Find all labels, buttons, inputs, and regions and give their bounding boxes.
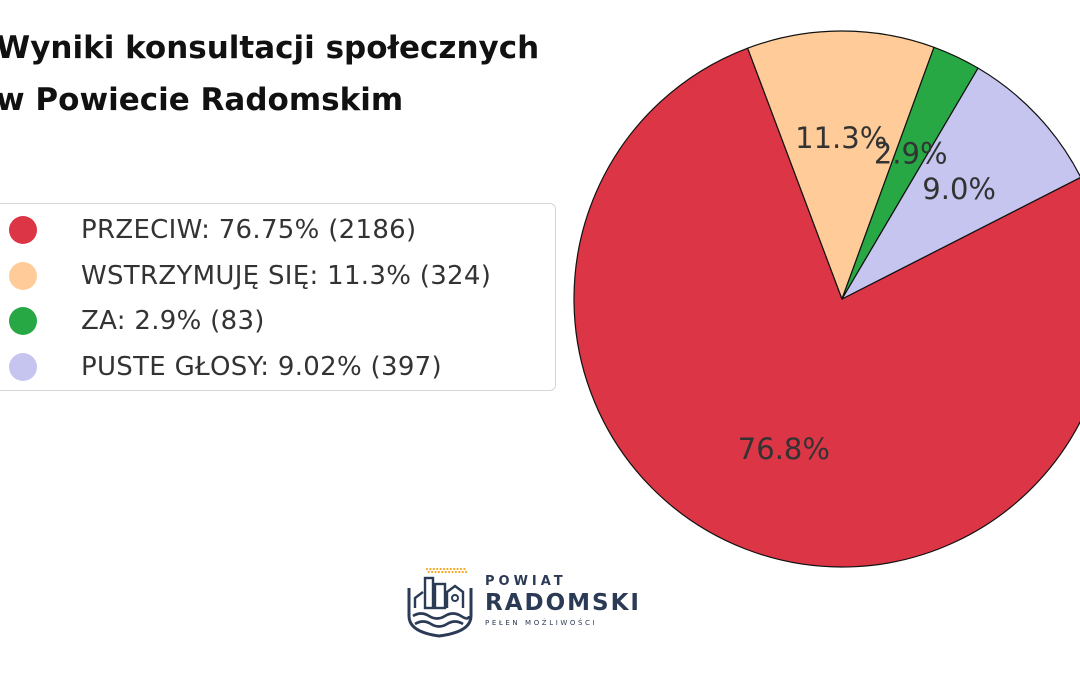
legend-item-wstrzymuje: WSTRZYMUJĘ SIĘ: 11.3% (324) [0, 253, 491, 299]
chart-title: Wyniki konsultacji społecznych w Powieci… [0, 22, 539, 126]
logo-radomski: RADOMSKI [485, 590, 641, 616]
pie-label-0: 76.8% [738, 432, 830, 466]
legend-label-przeciw: PRZECIW: 76.75% (2186) [81, 215, 417, 245]
chart-title-line-1: Wyniki konsultacji społecznych [0, 30, 540, 66]
pie-label-3: 9.0% [922, 172, 996, 206]
pie-slice-0 [573, 47, 1080, 568]
pie-labels: 76.8% 11.3%2.9%9.0% [738, 121, 996, 466]
pie-slice-3 [841, 67, 1080, 300]
legend-label-puste: PUSTE GŁOSY: 9.02% (397) [81, 352, 442, 382]
pie-label-1: 11.3% [795, 121, 887, 155]
legend-swatch-puste [9, 353, 37, 381]
legend-swatch-wstrzymuje [9, 262, 37, 290]
logo-text: POWIAT RADOMSKI PEŁEN MOŻLIWOŚCI [485, 574, 641, 627]
legend-item-za: ZA: 2.9% (83) [0, 298, 265, 344]
pie-label-2: 2.9% [874, 137, 948, 171]
chart-title-line-2: w Powiecie Radomskim [0, 82, 404, 118]
chart-legend: PRZECIW: 76.75% (2186) WSTRZYMUJĘ SIĘ: 1… [0, 203, 556, 391]
legend-item-przeciw: PRZECIW: 76.75% (2186) [0, 207, 416, 253]
pie-slices [573, 30, 1080, 568]
legend-swatch-za [9, 307, 37, 335]
legend-label-wstrzymuje: WSTRZYMUJĘ SIĘ: 11.3% (324) [81, 261, 492, 291]
pie-slice-1 [747, 30, 935, 300]
city-crest-icon [407, 567, 473, 638]
logo-tagline: PEŁEN MOŻLIWOŚCI [485, 619, 598, 627]
legend-label-za: ZA: 2.9% (83) [81, 306, 265, 336]
legend-swatch-przeciw [9, 216, 37, 244]
powiat-radomski-logo: POWIAT RADOMSKI PEŁEN MOŻLIWOŚCI [405, 566, 675, 638]
legend-item-puste: PUSTE GŁOSY: 9.02% (397) [0, 344, 442, 390]
logo-powiat: POWIAT [485, 574, 567, 589]
